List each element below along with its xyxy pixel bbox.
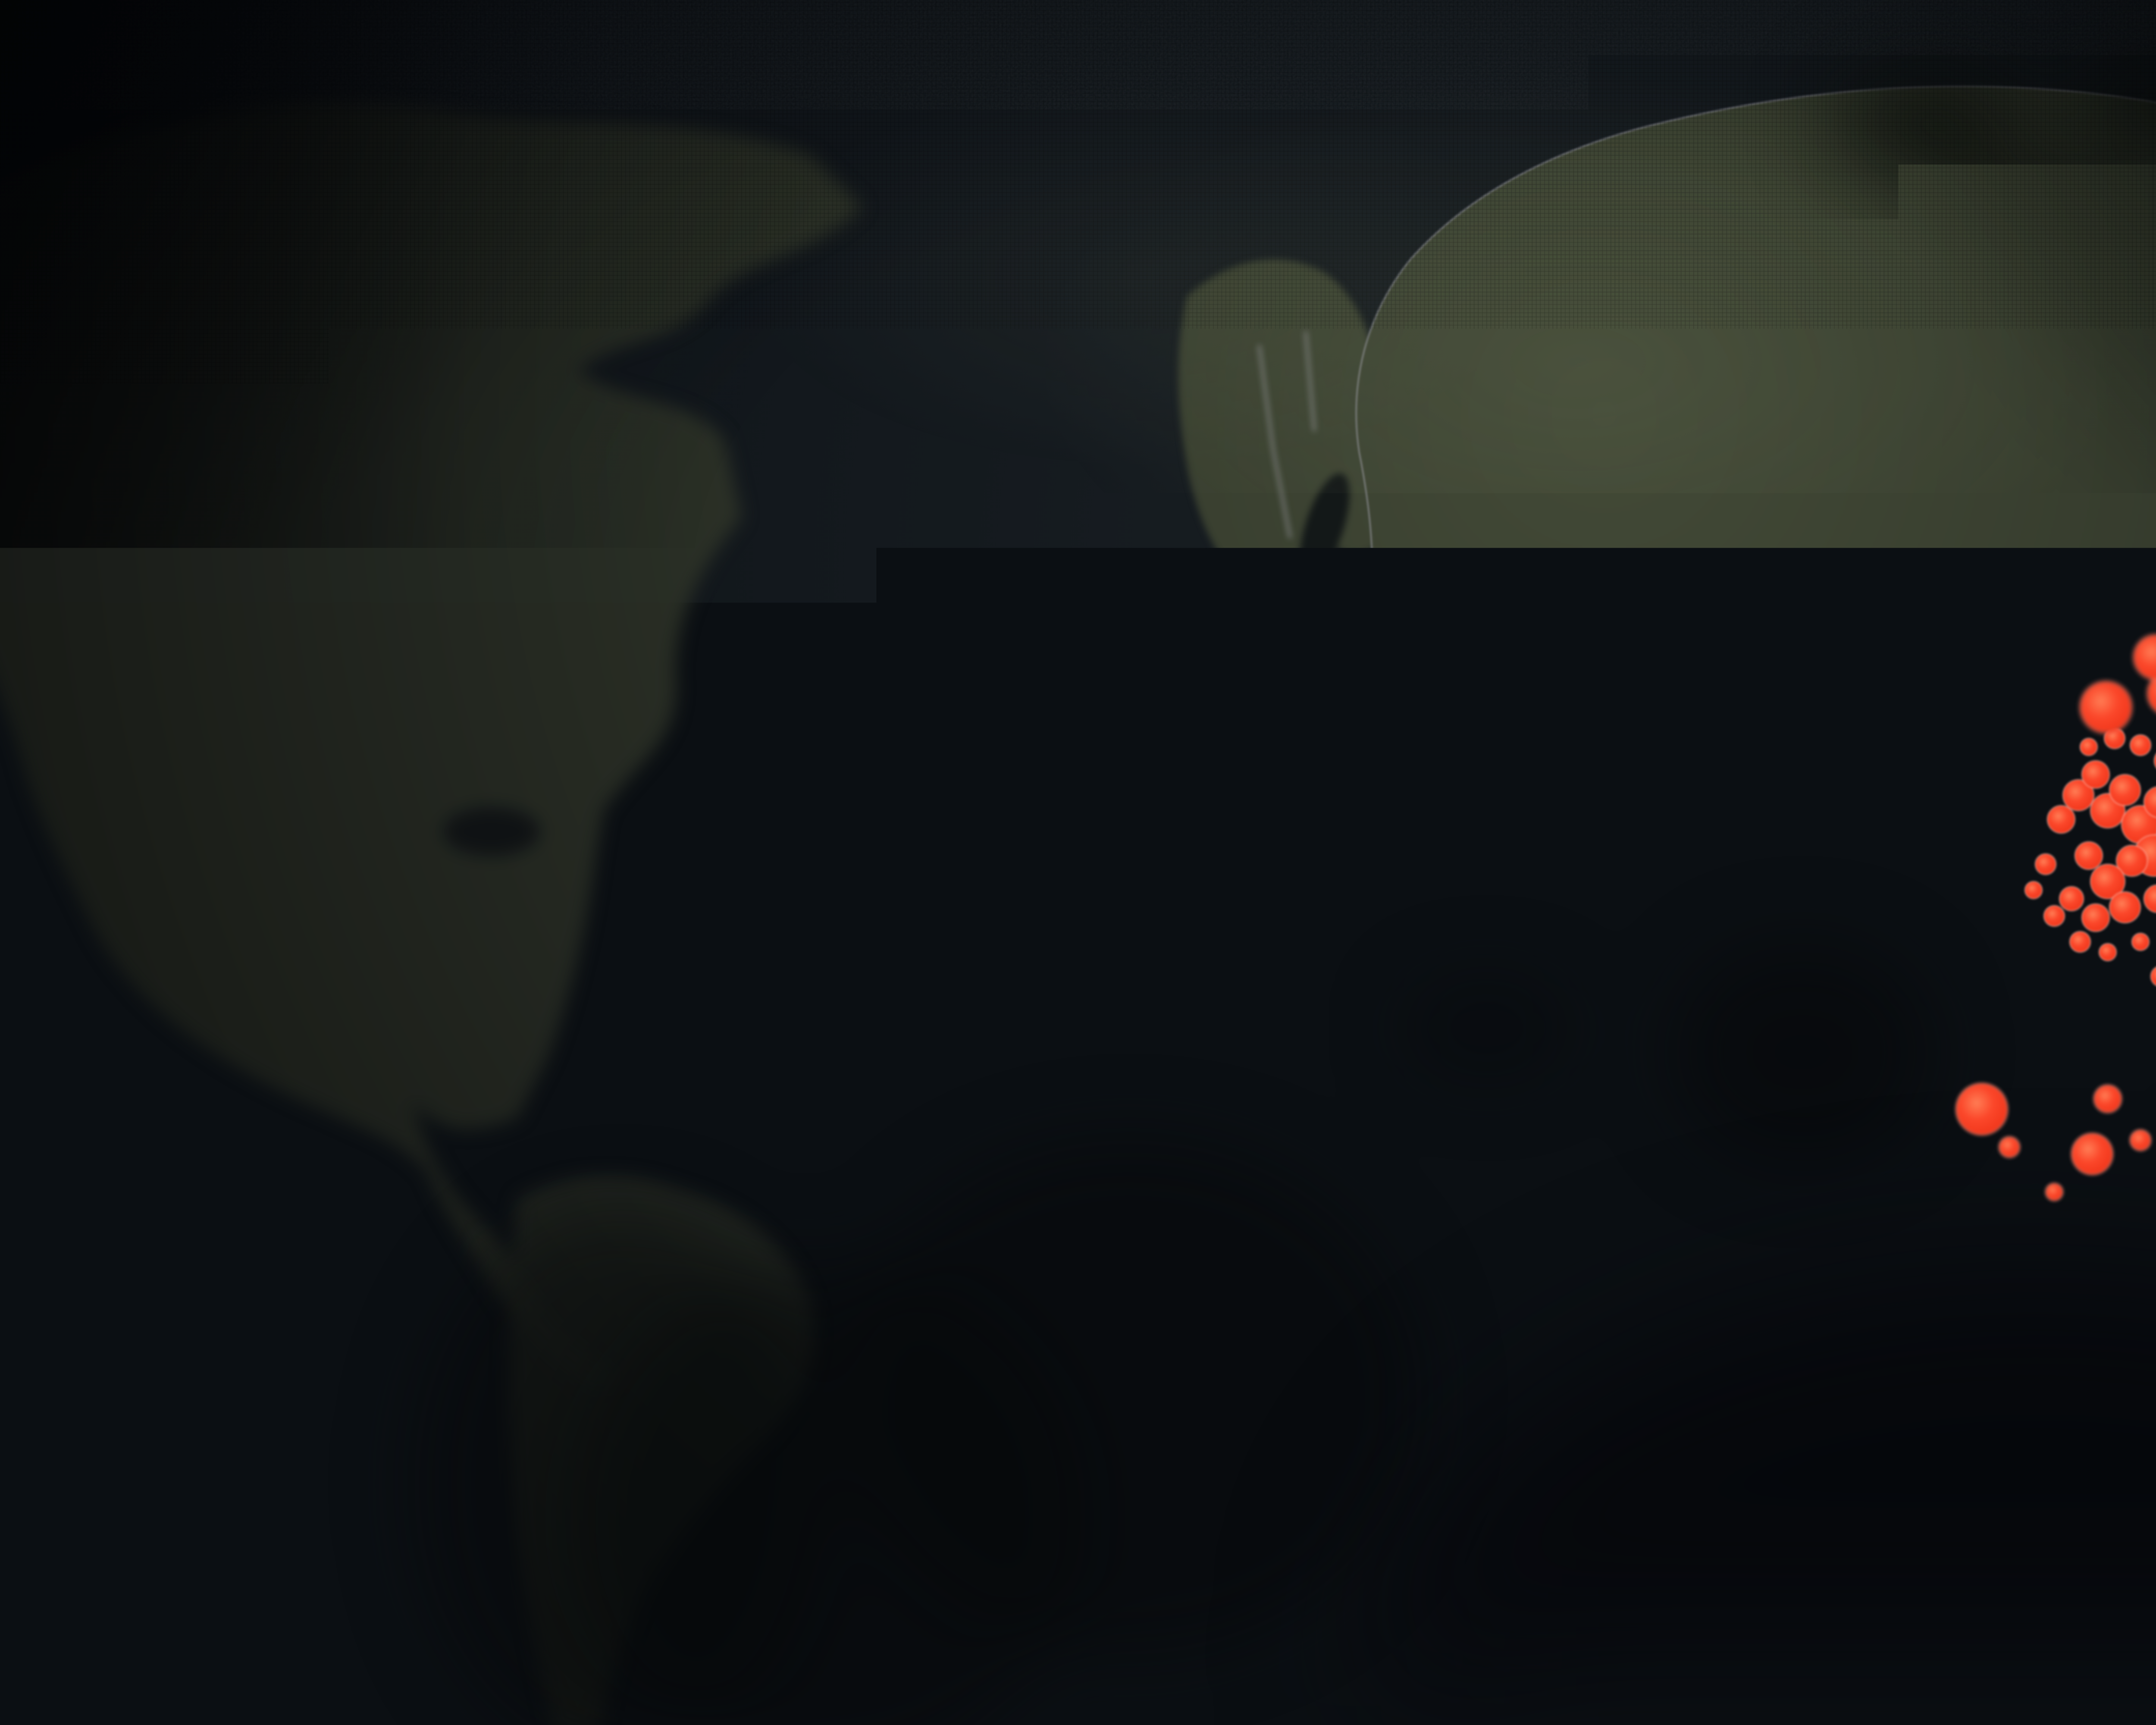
continent-label-asia: ASIA <box>1810 619 1932 654</box>
continent-label-south-america-line1: SOUTH <box>553 1330 696 1364</box>
ocean-label-north-atlantic-line1: North <box>764 870 830 903</box>
ocean-label-indian-line2: Ocean <box>1687 1466 1773 1501</box>
continent-label-north-america-line1: NORTH <box>278 771 422 806</box>
ocean-label-indian-line1: Indian <box>1680 1412 1763 1448</box>
photographed-screen: EUROPE NORTH AMERICA SOUTH AMERICA ASIA … <box>0 0 2156 1725</box>
ocean-label-south-atlantic-line1: South <box>952 1607 1022 1640</box>
